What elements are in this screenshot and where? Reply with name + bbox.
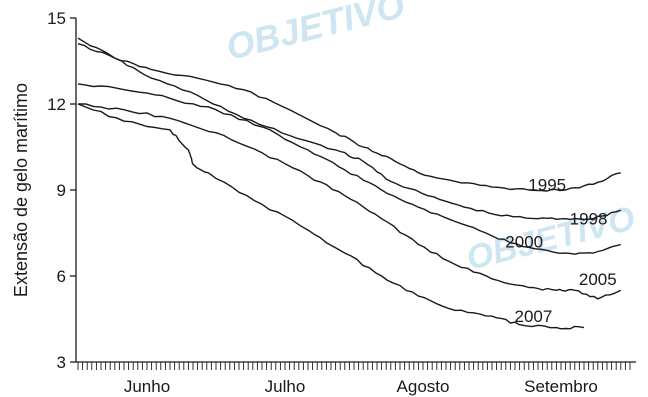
y-tick-label: 6 bbox=[57, 267, 66, 286]
y-tick-label: 12 bbox=[47, 95, 66, 114]
y-tick-label: 9 bbox=[57, 181, 66, 200]
x-day-ticks bbox=[77, 362, 631, 370]
x-month-label: Junho bbox=[124, 377, 170, 396]
series-label-2005: 2005 bbox=[579, 270, 617, 289]
series-lines bbox=[77, 37, 622, 330]
watermark-top: OBJETIVO bbox=[222, 0, 409, 68]
series-label-1995: 1995 bbox=[528, 175, 566, 194]
series-label-2007: 2007 bbox=[514, 307, 552, 326]
series-label-2000: 2000 bbox=[505, 233, 543, 252]
x-month-label: Agosto bbox=[397, 377, 450, 396]
watermark-right: OBJETIVO bbox=[463, 199, 639, 277]
y-axis-label: Extensão de gelo marítimo bbox=[11, 83, 31, 297]
x-month-label: Setembro bbox=[524, 377, 598, 396]
series-line-2000 bbox=[77, 83, 621, 255]
series-line-1998 bbox=[77, 43, 622, 221]
y-tick-label: 3 bbox=[57, 353, 66, 372]
series-line-2005 bbox=[77, 103, 622, 300]
series-label-1998: 1998 bbox=[570, 210, 608, 229]
x-month-label: Julho bbox=[265, 377, 306, 396]
series-line-2007 bbox=[77, 103, 585, 330]
tick-marks bbox=[77, 362, 631, 370]
axes: 3 6 9 12 15 Junho Julho Agosto Setembro bbox=[47, 9, 636, 396]
y-tick-label: 15 bbox=[47, 9, 66, 28]
series-line-1995 bbox=[77, 37, 621, 192]
